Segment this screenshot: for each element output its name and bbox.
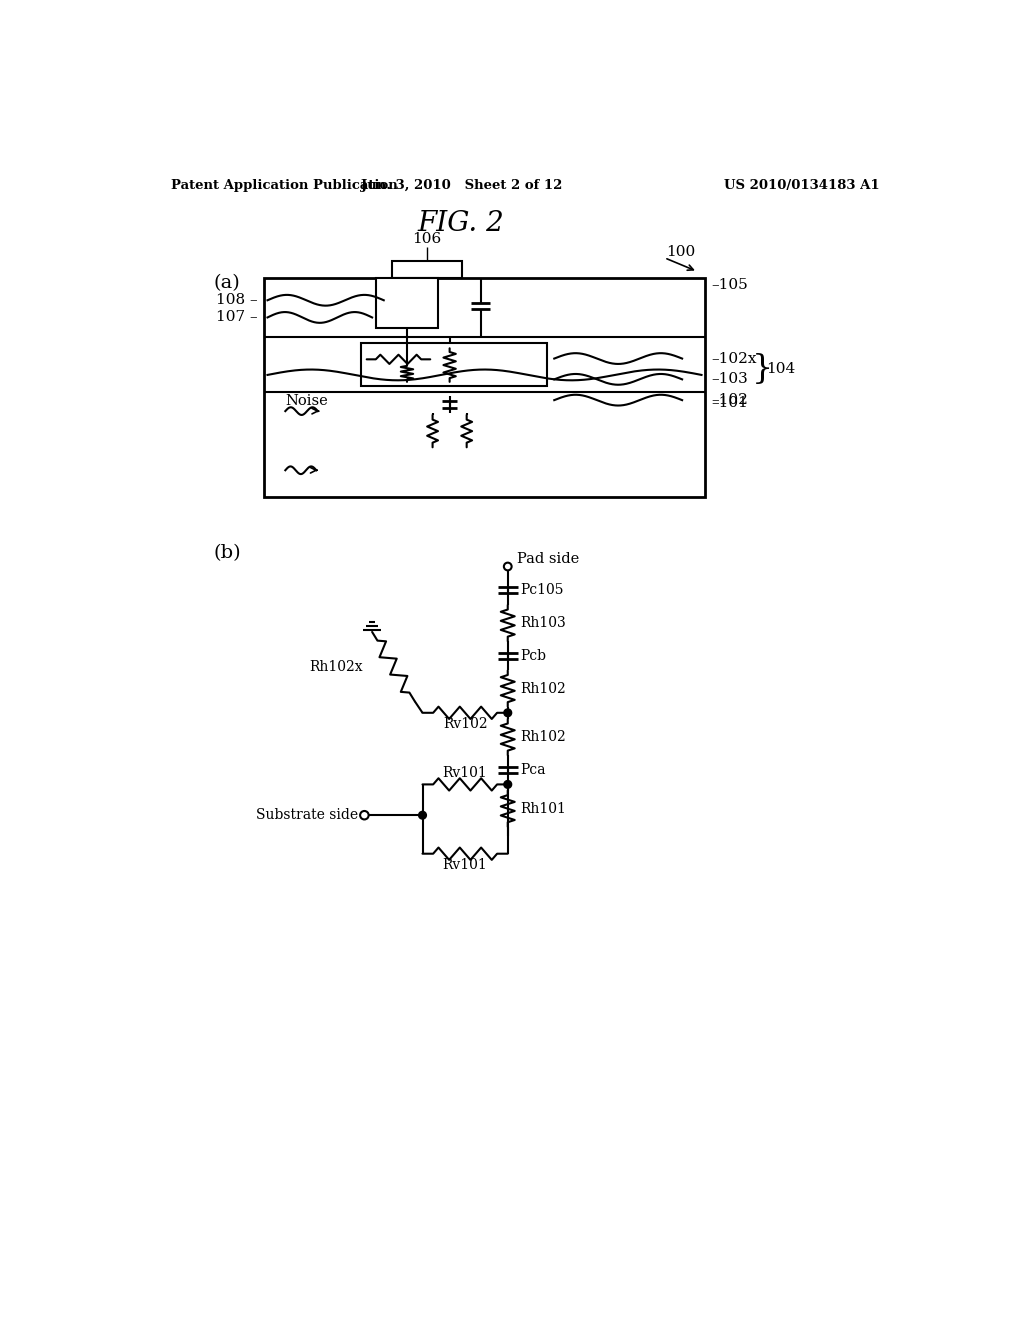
Text: Substrate side: Substrate side bbox=[256, 808, 358, 822]
Bar bbox=[360, 343, 547, 385]
Text: 106: 106 bbox=[413, 232, 441, 247]
Text: Rv101: Rv101 bbox=[442, 858, 487, 873]
Circle shape bbox=[504, 780, 512, 788]
Text: Rh102: Rh102 bbox=[520, 730, 566, 744]
Text: }: } bbox=[752, 352, 773, 385]
Text: Patent Application Publication: Patent Application Publication bbox=[171, 178, 397, 191]
Text: US 2010/0134183 A1: US 2010/0134183 A1 bbox=[724, 178, 880, 191]
Text: Rh101: Rh101 bbox=[520, 801, 566, 816]
Circle shape bbox=[419, 812, 426, 818]
Text: Noise: Noise bbox=[286, 395, 328, 408]
Bar bbox=[376, 277, 438, 327]
Text: Pad side: Pad side bbox=[517, 552, 580, 566]
Text: Rh102x: Rh102x bbox=[309, 660, 362, 673]
Text: Pca: Pca bbox=[520, 763, 546, 776]
Text: Rv102: Rv102 bbox=[442, 717, 487, 731]
Text: Pcb: Pcb bbox=[520, 649, 546, 663]
Text: –102x: –102x bbox=[712, 351, 757, 366]
Text: 100: 100 bbox=[667, 246, 696, 259]
Bar bbox=[263, 277, 706, 498]
Text: –103: –103 bbox=[712, 372, 749, 387]
Circle shape bbox=[504, 709, 512, 717]
Text: –101: –101 bbox=[712, 396, 749, 411]
Text: Jun. 3, 2010   Sheet 2 of 12: Jun. 3, 2010 Sheet 2 of 12 bbox=[360, 178, 562, 191]
Text: 107 –: 107 – bbox=[216, 310, 257, 325]
Text: FIG. 2: FIG. 2 bbox=[418, 210, 505, 238]
Text: Rv101: Rv101 bbox=[442, 766, 487, 780]
Text: Pc105: Pc105 bbox=[520, 583, 563, 598]
Text: 108 –: 108 – bbox=[216, 293, 257, 308]
Text: (b): (b) bbox=[213, 544, 241, 561]
Text: –102: –102 bbox=[712, 393, 749, 407]
Text: Rh103: Rh103 bbox=[520, 616, 566, 630]
Text: 104: 104 bbox=[766, 362, 795, 376]
Text: Rh102: Rh102 bbox=[520, 681, 566, 696]
Text: –105: –105 bbox=[712, 279, 749, 293]
Text: (a): (a) bbox=[214, 275, 241, 292]
Bar bbox=[392, 261, 462, 277]
